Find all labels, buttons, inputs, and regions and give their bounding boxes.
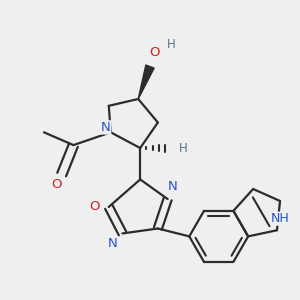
Text: NH: NH: [271, 212, 290, 225]
Text: O: O: [52, 178, 62, 191]
Text: N: N: [101, 121, 111, 134]
Text: O: O: [89, 200, 99, 213]
Polygon shape: [138, 65, 154, 99]
Text: O: O: [150, 46, 160, 59]
Text: H: H: [167, 38, 176, 50]
Text: N: N: [168, 180, 177, 193]
Text: N: N: [108, 237, 118, 250]
Text: H: H: [179, 142, 188, 154]
